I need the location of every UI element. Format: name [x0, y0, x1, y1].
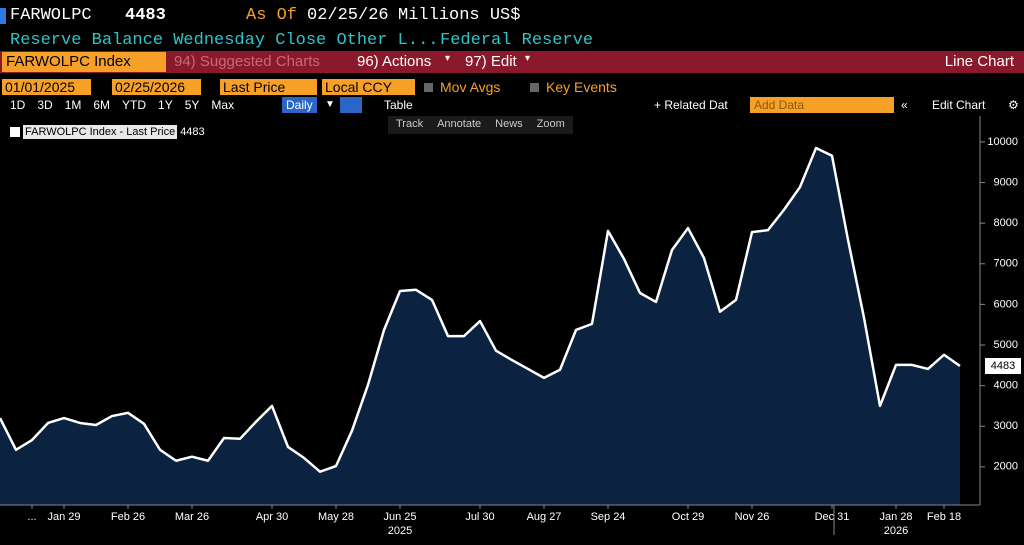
range-button[interactable]: 3D — [37, 98, 53, 112]
legend-label: FARWOLPC Index - Last Price — [23, 125, 178, 139]
y-tick-label: 6000 — [994, 298, 1018, 310]
checkbox[interactable] — [424, 83, 433, 92]
chart-kind: Line Chart — [944, 53, 1014, 70]
edit-chart[interactable]: Edit Chart — [932, 98, 986, 112]
legend: FARWOLPC Index - Last Price 4483 — [10, 125, 208, 139]
header-row: FARWOLPC 4483 As Of 02/25/26 Millions US… — [0, 6, 1024, 28]
y-tick-label: 7000 — [994, 258, 1018, 270]
x-tick-label: Oct 29 — [672, 511, 704, 523]
units: Millions US$ — [398, 6, 521, 25]
range-button[interactable]: 5Y — [184, 98, 200, 112]
key-events[interactable]: Key Events — [546, 79, 617, 95]
chart: 2000 3000 4000 5000 6000 7000 8000 9000 10000...… — [0, 116, 1021, 537]
range-button[interactable]: 6M — [93, 98, 111, 112]
edit-menu[interactable]: 97) Edit — [465, 53, 517, 70]
range-row: 1D 3D 1M 6M YTD 1Y 5Y Max Daily ▼ Table + Relat… — [0, 97, 1024, 115]
dropdown-icon: ▾ — [525, 53, 531, 64]
x-tick-label: Mar 26 — [175, 511, 209, 523]
y-tick-label: 4000 — [994, 380, 1018, 392]
x-tick-label: Jun 25 — [383, 511, 416, 523]
x-tick-label: Nov 26 — [735, 511, 770, 523]
command-bar: FARWOLPC Index 94) Suggested Charts 96) … — [0, 51, 1024, 73]
tool-button[interactable]: Track — [396, 118, 424, 130]
year-label: 2026 — [884, 525, 908, 537]
tool-button[interactable]: Annotate — [437, 118, 482, 130]
ticker: FARWOLPC — [10, 6, 92, 25]
marker — [0, 8, 6, 24]
settings-icon[interactable]: ⚙ — [1008, 98, 1019, 112]
tool-button[interactable]: Zoom — [536, 118, 565, 130]
as-of-label: As Of — [246, 6, 298, 25]
y-tick-label: 10000 — [987, 136, 1018, 148]
x-tick-label: ... — [27, 511, 36, 523]
last-value: 4483 — [125, 6, 166, 25]
suggested-charts[interactable]: 94) Suggested Charts — [174, 53, 320, 70]
range-button[interactable]: YTD — [122, 98, 147, 112]
x-tick-label: Apr 30 — [256, 511, 288, 523]
actions-menu[interactable]: 96) Actions — [357, 53, 432, 70]
x-tick-label: Jan 29 — [47, 511, 80, 523]
frequency-select[interactable]: Daily — [282, 97, 317, 113]
y-tick-label: 3000 — [994, 420, 1018, 432]
description-row: Reserve Balance Wednesday Close Other L.… — [0, 31, 1024, 51]
y-tick-label: 5000 — [994, 339, 1018, 351]
collapse-icon[interactable]: « — [901, 98, 908, 112]
source: Federal Reserve — [440, 31, 594, 50]
legend-value: 4483 — [180, 126, 205, 138]
range-button[interactable]: 1D — [10, 98, 26, 112]
tool-button[interactable]: News — [495, 118, 523, 130]
y-tick-label: 8000 — [994, 217, 1018, 229]
mov-avgs[interactable]: Mov Avgs — [440, 79, 501, 95]
end-date[interactable]: 02/25/2026 — [112, 79, 201, 95]
area-fill — [0, 148, 960, 506]
range-buttons: 1D 3D 1M 6M YTD 1Y 5Y Max — [6, 98, 238, 112]
y-tick-label: 2000 — [994, 461, 1018, 473]
range-button[interactable]: 1M — [64, 98, 82, 112]
chart-icon[interactable] — [340, 97, 362, 113]
related-data[interactable]: + Related Dat — [654, 98, 728, 112]
y-tick-label: 9000 — [994, 176, 1018, 188]
x-tick-label: Feb 26 — [111, 511, 145, 523]
start-date[interactable]: 01/01/2025 — [2, 79, 91, 95]
checkbox[interactable] — [530, 83, 539, 92]
x-tick-label: May 28 — [318, 511, 354, 523]
dropdown-icon: ▾ — [445, 53, 451, 64]
description: Reserve Balance Wednesday Close Other L.… — [10, 31, 439, 50]
chart-tools: Track Annotate News Zoom — [388, 116, 573, 134]
range-button[interactable]: 1Y — [158, 98, 173, 112]
currency-select[interactable]: Local CCY — [322, 79, 415, 95]
x-tick-label: Feb 18 — [927, 511, 961, 523]
field-select[interactable]: Last Price — [220, 79, 317, 95]
table-button[interactable]: Table — [384, 98, 413, 112]
x-tick-label: Jan 28 — [879, 511, 912, 523]
dropdown-icon: ▼ — [325, 99, 335, 110]
add-data[interactable]: Add Data — [750, 97, 894, 113]
range-button[interactable]: Max — [211, 98, 235, 112]
last-value-label: 4483 — [991, 360, 1015, 372]
x-tick-label: Aug 27 — [527, 511, 562, 523]
legend-swatch — [10, 127, 20, 137]
line — [0, 146, 961, 473]
x-tick-label: Jul 30 — [465, 511, 494, 523]
x-tick-label: Sep 24 — [591, 511, 626, 523]
last-value-tag — [985, 357, 1021, 374]
x-tick-label: Dec 31 — [815, 511, 850, 523]
year-label: 2025 — [388, 525, 412, 537]
as-of-date: 02/25/26 — [307, 6, 389, 25]
security-field[interactable]: FARWOLPC Index — [2, 52, 166, 72]
settings-row: 01/01/2025 02/25/2026 Last Price Local C… — [0, 79, 1024, 97]
